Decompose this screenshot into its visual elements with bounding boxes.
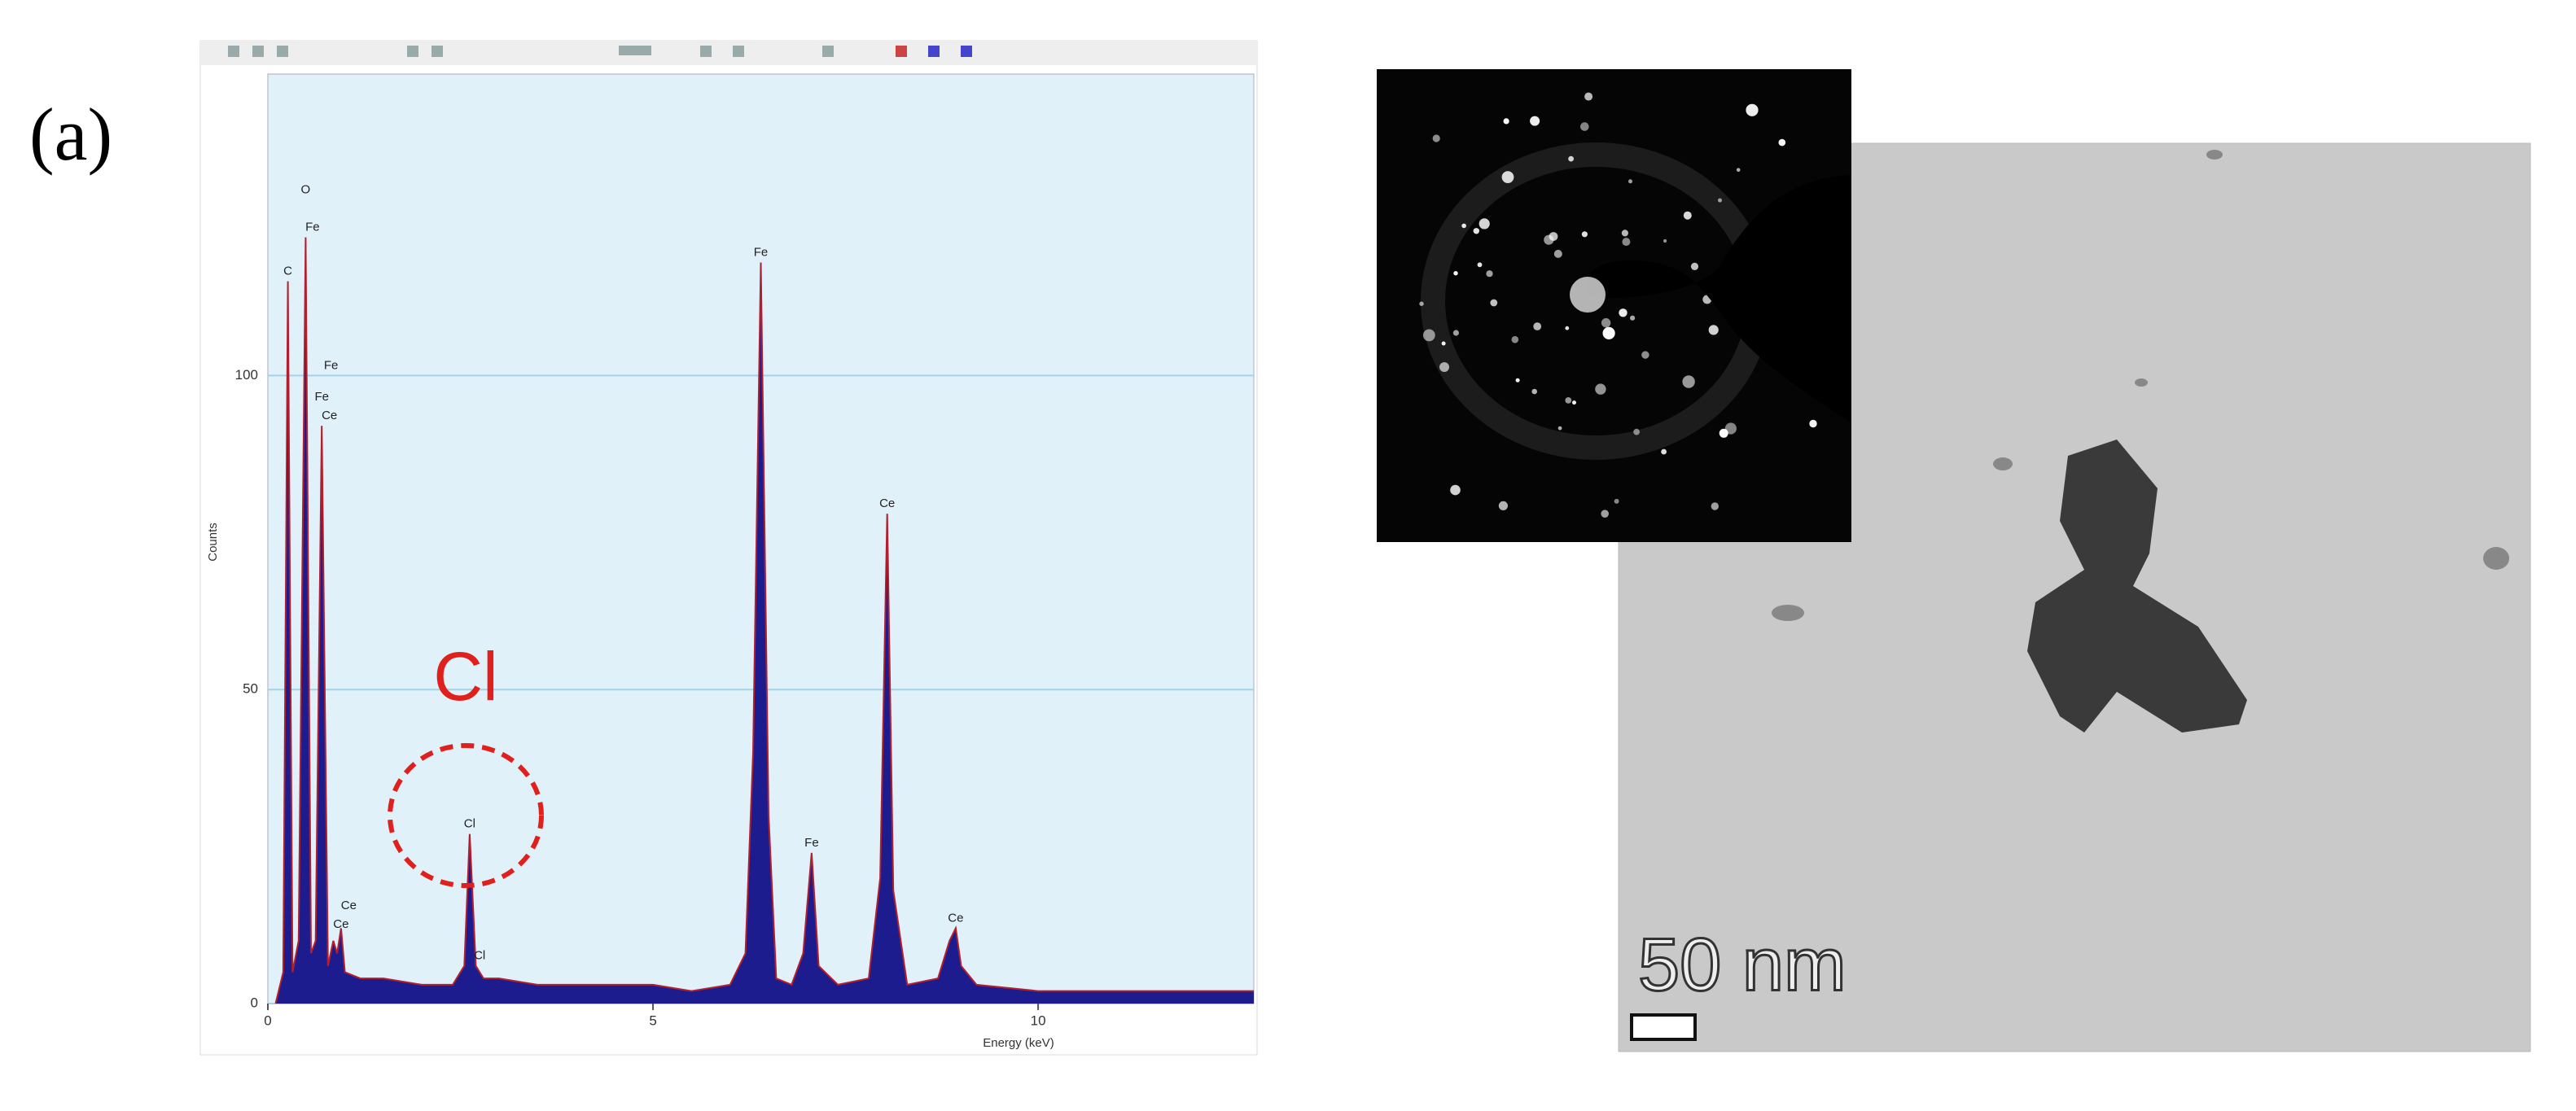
spot <box>1584 92 1593 101</box>
spot <box>1718 198 1722 203</box>
peak-label: O <box>301 182 311 196</box>
spot <box>1572 400 1576 405</box>
beam-stop <box>1585 175 1851 423</box>
spot <box>1461 223 1466 229</box>
spot <box>1439 362 1449 372</box>
spot <box>1531 388 1537 395</box>
y-tick-label: 0 <box>251 995 258 1010</box>
peak-label: Fe <box>314 390 329 404</box>
spot <box>1682 375 1695 388</box>
peak-label: Ce <box>333 917 348 931</box>
callout-label: Cl <box>433 638 497 715</box>
panel-label: (a) <box>29 93 112 176</box>
x-tick-label: 5 <box>649 1013 656 1028</box>
spot <box>1419 301 1424 306</box>
spot <box>1515 378 1520 383</box>
spot <box>1602 326 1615 339</box>
peak-label: Cl <box>464 817 475 831</box>
spot <box>1498 501 1508 511</box>
spot <box>1595 383 1606 395</box>
spot <box>1568 155 1574 162</box>
spot <box>1422 329 1435 342</box>
spot <box>1553 249 1562 258</box>
spot <box>1503 118 1509 125</box>
peak-label: Ce <box>948 911 963 925</box>
toolbar <box>200 41 1257 65</box>
spot <box>1633 428 1640 435</box>
spot <box>1477 262 1483 268</box>
spot <box>1565 326 1570 330</box>
spot <box>1544 234 1554 245</box>
spot <box>1601 510 1609 518</box>
particle-cluster <box>2027 440 2247 733</box>
spot <box>1719 428 1728 438</box>
spot <box>1557 426 1562 431</box>
spectrum-fill <box>275 237 1254 1004</box>
spot <box>1479 218 1490 230</box>
spot <box>1746 103 1759 116</box>
peak-label: Fe <box>754 245 769 259</box>
spot <box>1441 341 1446 346</box>
spot <box>1453 271 1458 276</box>
spot <box>1486 270 1493 278</box>
spot <box>1473 228 1480 234</box>
spectrum <box>274 237 1254 1004</box>
toolbar-icons <box>228 46 972 57</box>
scale-bar <box>1630 1013 1697 1041</box>
y-axis-label: Counts <box>206 523 220 562</box>
peak-label: Ce <box>322 409 337 422</box>
spot <box>1683 211 1692 220</box>
spot <box>1450 484 1461 496</box>
spot <box>1628 179 1632 184</box>
peak-label: Fe <box>305 221 320 234</box>
x-axis-label: Energy (keV) <box>983 1036 1054 1050</box>
spot <box>1533 322 1542 330</box>
spot <box>1809 419 1817 428</box>
spot <box>1501 171 1514 184</box>
spot <box>1736 168 1741 172</box>
x-tick-label: 0 <box>264 1013 271 1028</box>
spot <box>1724 422 1737 435</box>
spot <box>1565 397 1572 404</box>
spot <box>1621 230 1628 237</box>
spot <box>1601 317 1611 328</box>
peak-label: Ce <box>341 899 357 912</box>
scale-bar-label: 50 nm <box>1638 923 1847 1006</box>
spot <box>1614 498 1619 504</box>
peak-label: Fe <box>324 358 339 372</box>
spot <box>1490 299 1498 307</box>
spot <box>1452 330 1459 336</box>
spot <box>1630 315 1636 321</box>
y-tick-label: 50 <box>243 681 258 697</box>
spot <box>1581 231 1588 238</box>
spot <box>1708 325 1719 335</box>
callout-circle <box>388 743 544 888</box>
y-tick-label: 100 <box>235 367 258 383</box>
spot <box>1711 502 1719 510</box>
spot <box>1661 448 1667 455</box>
x-tick-label: 10 <box>1031 1013 1046 1028</box>
spot <box>1432 134 1440 142</box>
spot <box>1580 122 1589 131</box>
spot <box>1622 238 1631 247</box>
peak-label: C <box>283 265 292 278</box>
spot <box>1663 238 1667 243</box>
spot <box>1511 335 1519 343</box>
peak-label: Ce <box>879 496 895 510</box>
small-particles <box>1772 150 2509 621</box>
chart: 0 50 100 0 5 10 Counts Energy (keV) C O Fe Fe Fe Ce Ce… <box>206 182 1254 1050</box>
spot <box>1641 351 1649 359</box>
spot <box>1530 116 1540 126</box>
spot <box>1690 262 1699 270</box>
peak-label: Cl <box>474 949 485 963</box>
spot <box>1619 308 1628 317</box>
spot <box>1778 138 1786 147</box>
central-beam <box>1570 277 1606 313</box>
peak-label: Fe <box>804 836 819 850</box>
